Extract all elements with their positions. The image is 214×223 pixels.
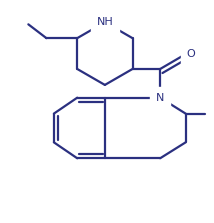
Text: NH: NH [97,17,113,27]
Text: O: O [187,49,195,59]
Text: N: N [156,93,164,103]
